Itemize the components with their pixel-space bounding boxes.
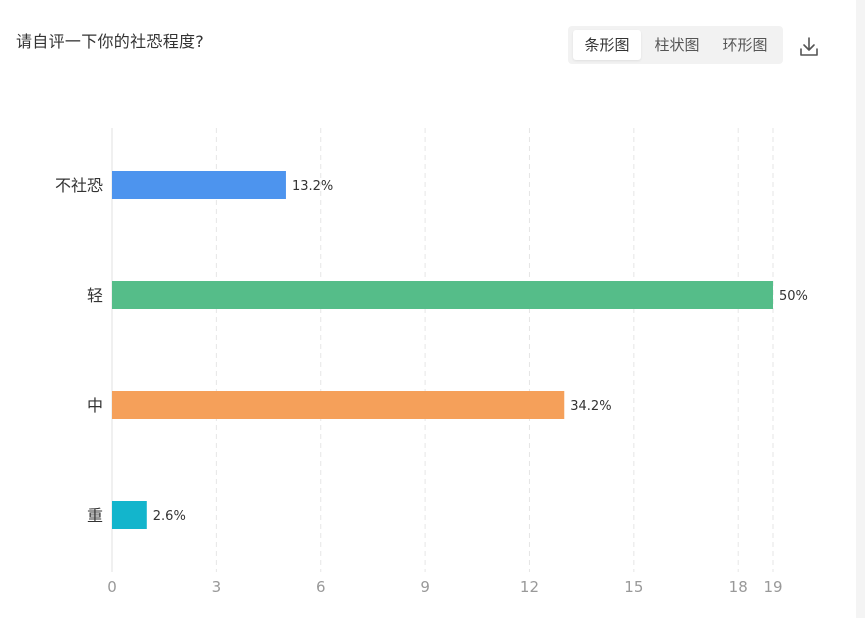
x-tick-label: 0: [107, 578, 117, 596]
x-tick-label: 15: [624, 578, 643, 596]
x-tick-label: 3: [212, 578, 222, 596]
data-label: 13.2%: [292, 179, 333, 194]
tab-column-chart[interactable]: 柱状图: [654, 36, 700, 54]
x-tick-label: 9: [420, 578, 430, 596]
download-button[interactable]: [796, 34, 822, 60]
data-label: 2.6%: [153, 509, 186, 524]
tab-donut-chart[interactable]: 环形图: [722, 36, 768, 54]
bar: [112, 171, 286, 199]
category-label: 重: [87, 506, 103, 525]
category-label: 中: [87, 396, 103, 415]
category-label: 不社恐: [55, 176, 103, 195]
bar: [112, 281, 773, 309]
category-label: 轻: [87, 286, 103, 305]
bar: [112, 391, 565, 419]
x-tick-label: 18: [729, 578, 748, 596]
data-label: 34.2%: [570, 399, 611, 414]
scroll-edge: [856, 0, 865, 618]
x-tick-label: 19: [763, 578, 782, 596]
question-title: 请自评一下你的社恐程度?: [16, 32, 205, 51]
data-label: 50%: [779, 289, 808, 304]
x-tick-label: 6: [316, 578, 326, 596]
tab-bar-chart[interactable]: 条形图: [573, 30, 641, 60]
chart-type-switch: 条形图 柱状图 环形图: [568, 26, 783, 64]
bar: [112, 501, 147, 529]
download-icon: [800, 37, 818, 56]
x-tick-label: 12: [520, 578, 539, 596]
